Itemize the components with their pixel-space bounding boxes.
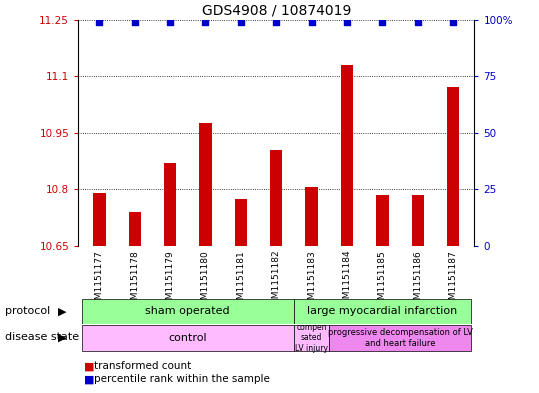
Point: [166, 19, 175, 25]
Bar: [82, 325, 294, 351]
Bar: [341, 65, 353, 246]
Text: ■: ■: [84, 374, 94, 384]
Text: disease state: disease state: [5, 332, 80, 342]
Text: percentile rank within the sample: percentile rank within the sample: [94, 374, 270, 384]
Text: GSM1151179: GSM1151179: [165, 250, 175, 310]
Point: [130, 19, 139, 25]
Text: GSM1151178: GSM1151178: [130, 250, 139, 310]
Point: [413, 19, 422, 25]
Bar: [129, 212, 141, 246]
Text: large myocardial infarction: large myocardial infarction: [307, 307, 458, 316]
Bar: [82, 299, 294, 324]
Bar: [412, 195, 424, 246]
Text: transformed count: transformed count: [94, 361, 191, 371]
Bar: [199, 123, 212, 246]
Bar: [329, 325, 471, 351]
Text: ▶: ▶: [58, 306, 66, 316]
Text: ■: ■: [84, 361, 94, 371]
Point: [378, 19, 386, 25]
Point: [237, 19, 245, 25]
Bar: [270, 150, 282, 246]
Title: GDS4908 / 10874019: GDS4908 / 10874019: [202, 3, 351, 17]
Text: GSM1151185: GSM1151185: [378, 250, 387, 310]
Point: [343, 19, 351, 25]
Point: [307, 19, 316, 25]
Text: GSM1151184: GSM1151184: [342, 250, 351, 310]
Text: GSM1151187: GSM1151187: [448, 250, 458, 310]
Text: protocol: protocol: [5, 306, 51, 316]
Text: compen
sated
LV injury: compen sated LV injury: [295, 323, 328, 353]
Point: [449, 19, 458, 25]
Text: GSM1151181: GSM1151181: [237, 250, 245, 310]
Point: [95, 19, 103, 25]
Text: ▶: ▶: [58, 332, 66, 342]
Bar: [294, 325, 329, 351]
Bar: [376, 195, 389, 246]
Bar: [306, 187, 318, 246]
Text: GSM1151180: GSM1151180: [201, 250, 210, 310]
Text: GSM1151186: GSM1151186: [413, 250, 422, 310]
Bar: [294, 299, 471, 324]
Bar: [93, 193, 106, 246]
Text: GSM1151182: GSM1151182: [272, 250, 281, 310]
Point: [201, 19, 210, 25]
Text: control: control: [169, 333, 207, 343]
Point: [272, 19, 280, 25]
Bar: [447, 87, 459, 246]
Text: GSM1151177: GSM1151177: [95, 250, 104, 310]
Bar: [164, 163, 176, 246]
Text: sham operated: sham operated: [146, 307, 230, 316]
Bar: [234, 198, 247, 246]
Text: progressive decompensation of LV
and heart failure: progressive decompensation of LV and hea…: [328, 328, 473, 348]
Text: GSM1151183: GSM1151183: [307, 250, 316, 310]
